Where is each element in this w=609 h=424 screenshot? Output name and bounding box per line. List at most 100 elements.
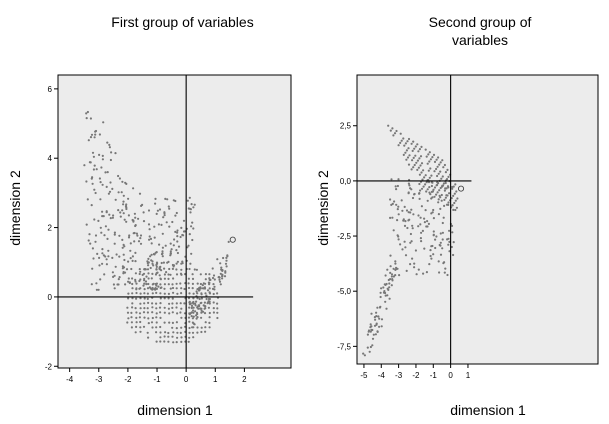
- data-point: [131, 259, 134, 262]
- data-point: [432, 188, 435, 191]
- data-point: [397, 238, 400, 241]
- data-point: [121, 209, 124, 212]
- data-point: [172, 331, 175, 334]
- data-point: [167, 283, 170, 286]
- data-point: [149, 266, 152, 270]
- data-point: [390, 273, 394, 276]
- data-point: [422, 169, 425, 172]
- data-point: [101, 183, 104, 186]
- data-point: [400, 139, 403, 142]
- data-point: [89, 117, 92, 120]
- data-point: [162, 261, 165, 264]
- data-point: [387, 278, 390, 282]
- data-point: [428, 176, 431, 179]
- data-point: [161, 255, 164, 258]
- data-point: [200, 326, 203, 329]
- data-point: [396, 234, 399, 237]
- data-point: [138, 272, 141, 276]
- data-point: [159, 297, 162, 300]
- data-point: [101, 210, 104, 213]
- data-point: [126, 321, 129, 324]
- data-point: [147, 272, 150, 275]
- data-point: [396, 208, 399, 211]
- data-point: [167, 292, 170, 295]
- data-point: [131, 277, 134, 280]
- data-point: [440, 177, 443, 180]
- data-point: [441, 221, 444, 225]
- data-point: [158, 208, 162, 211]
- data-point: [146, 311, 149, 314]
- data-point: [384, 274, 387, 277]
- data-point: [413, 193, 416, 196]
- data-point: [389, 129, 392, 132]
- data-point: [127, 197, 130, 200]
- data-point: [102, 254, 105, 257]
- data-point: [129, 242, 132, 245]
- data-point: [419, 189, 422, 192]
- data-point: [412, 140, 415, 143]
- data-point: [380, 287, 383, 290]
- data-point: [387, 124, 390, 127]
- data-point: [171, 267, 174, 270]
- data-point: [366, 346, 369, 349]
- data-point: [135, 325, 138, 328]
- data-point: [204, 305, 207, 308]
- data-point: [384, 300, 387, 303]
- data-point: [430, 174, 433, 177]
- data-point: [155, 212, 158, 215]
- data-point: [417, 214, 420, 217]
- data-point: [91, 182, 94, 185]
- data-point: [447, 243, 450, 246]
- data-point: [139, 326, 142, 329]
- data-point: [394, 260, 397, 263]
- data-point: [397, 144, 400, 147]
- data-point: [208, 277, 211, 280]
- data-point: [379, 291, 382, 294]
- data-point: [176, 240, 179, 243]
- data-point: [192, 300, 195, 304]
- data-point: [191, 326, 194, 329]
- data-point: [134, 216, 137, 219]
- data-point: [198, 289, 201, 292]
- data-point: [391, 202, 394, 205]
- data-point: [129, 257, 132, 260]
- data-point: [90, 283, 93, 286]
- data-point: [111, 187, 114, 190]
- data-point: [188, 306, 191, 309]
- right-points: [362, 124, 459, 357]
- data-point: [219, 262, 222, 265]
- data-point: [93, 136, 96, 139]
- data-point: [104, 225, 107, 228]
- left-x-tick-label: -2: [124, 375, 132, 384]
- data-point: [192, 227, 195, 230]
- data-point: [188, 300, 191, 303]
- data-point: [92, 168, 95, 171]
- data-point: [397, 213, 400, 216]
- data-point: [433, 170, 436, 173]
- data-point: [200, 297, 203, 300]
- data-point: [107, 228, 110, 231]
- data-point: [118, 255, 121, 258]
- data-point: [148, 235, 151, 238]
- data-point: [401, 248, 404, 251]
- data-point: [141, 273, 144, 276]
- data-point: [444, 267, 447, 270]
- data-point: [415, 161, 418, 164]
- data-point: [145, 283, 148, 286]
- data-point: [151, 272, 154, 275]
- data-point: [447, 186, 450, 189]
- data-point: [98, 153, 101, 156]
- data-point: [171, 286, 175, 290]
- data-point: [172, 291, 175, 294]
- data-point: [155, 312, 158, 315]
- data-point: [180, 326, 183, 329]
- data-point: [135, 232, 138, 235]
- data-point: [180, 292, 183, 295]
- data-point: [150, 242, 153, 245]
- data-point: [115, 253, 118, 256]
- data-point: [409, 263, 412, 266]
- data-point: [399, 243, 402, 246]
- data-point: [175, 273, 179, 276]
- data-point: [211, 276, 215, 280]
- data-point: [441, 175, 444, 178]
